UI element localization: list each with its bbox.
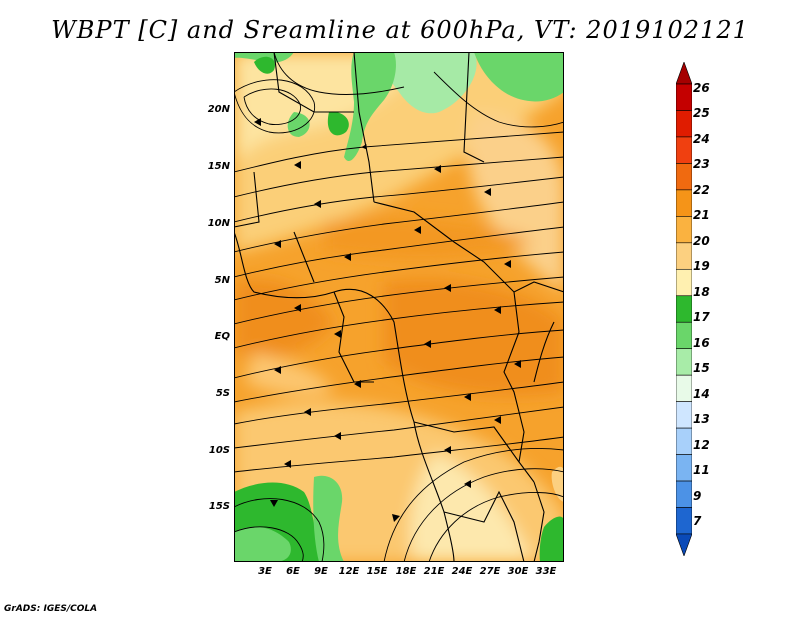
- lat-label-15s: 15S: [208, 501, 230, 512]
- lat-label-eq: EQ: [214, 331, 230, 342]
- colorbar-cell: [675, 480, 693, 508]
- colorbar-cell: [675, 401, 693, 429]
- colorbar-bottom-arrow: [675, 533, 693, 557]
- colorbar-label: 9: [693, 489, 702, 503]
- colorbar-label: 21: [693, 208, 710, 222]
- lon-label-6e: 6E: [286, 566, 300, 577]
- colorbar-cell: [675, 454, 693, 482]
- green-regions: [234, 52, 564, 562]
- colorbar-label: 14: [693, 387, 710, 401]
- colorbar-cell: [675, 295, 693, 323]
- colorbar-cell: [675, 321, 693, 350]
- lon-label-30e: 30E: [507, 566, 529, 577]
- colorbar-cell: [675, 189, 693, 217]
- lon-label-12e: 12E: [338, 566, 360, 577]
- colorbar-label: 18: [693, 285, 710, 299]
- lat-label-20n: 20N: [207, 104, 230, 115]
- lat-label-10s: 10S: [208, 445, 230, 456]
- lon-label-21e: 21E: [423, 566, 445, 577]
- lat-label-5s: 5S: [215, 388, 230, 399]
- colorbar-label: 15: [693, 361, 710, 375]
- colorbar-label: 16: [693, 336, 710, 350]
- colorbar-cell: [675, 268, 693, 297]
- colorbar-cell: [675, 83, 693, 111]
- lat-label-5n: 5N: [214, 275, 230, 286]
- lat-label-10n: 10N: [207, 218, 230, 229]
- country-borders: [234, 52, 564, 562]
- lon-label-15e: 15E: [366, 566, 388, 577]
- colorbar-cell: [675, 216, 693, 244]
- lon-label-24e: 24E: [451, 566, 473, 577]
- colorbar-top-arrow: [675, 61, 693, 85]
- lon-label-3e: 3E: [258, 566, 272, 577]
- lon-label-18e: 18E: [395, 566, 417, 577]
- colorbar-label: 11: [693, 463, 710, 477]
- map-title: WBPT [C] and Sreamline at 600hPa, VT: 20…: [51, 16, 749, 44]
- colorbar-cell: [675, 110, 693, 138]
- colorbar-label: 19: [693, 259, 710, 273]
- colorbar-label: 17: [693, 310, 710, 324]
- colorbar-cell: [675, 163, 693, 191]
- colorbar-label: 26: [693, 81, 710, 95]
- lon-label-27e: 27E: [479, 566, 501, 577]
- map-panel: [234, 52, 564, 562]
- colorbar-label: 24: [693, 132, 710, 146]
- lon-label-33e: 33E: [535, 566, 557, 577]
- colorbar-cell: [675, 507, 693, 535]
- colorbar-label: 20: [693, 234, 710, 248]
- streamline-arrows: [254, 118, 521, 522]
- lon-label-9e: 9E: [314, 566, 328, 577]
- colorbar-label: 22: [693, 183, 710, 197]
- colorbar-cell: [675, 427, 693, 455]
- lat-label-15n: 15N: [207, 161, 230, 172]
- colorbar-cell: [675, 242, 693, 270]
- colorbar-cell: [675, 374, 693, 402]
- colorbar-label: 13: [693, 412, 710, 426]
- colorbar-cell: [675, 136, 693, 164]
- streamlines: [234, 52, 564, 562]
- colorbar-label: 7: [693, 514, 702, 528]
- colorbar-label: 25: [693, 106, 710, 120]
- colorbar-cell: [675, 348, 693, 376]
- credit-text: GrADS: IGES/COLA: [4, 604, 98, 614]
- colorbar-label: 12: [693, 438, 710, 452]
- colorbar: [675, 61, 693, 557]
- colorbar-label: 23: [693, 157, 710, 171]
